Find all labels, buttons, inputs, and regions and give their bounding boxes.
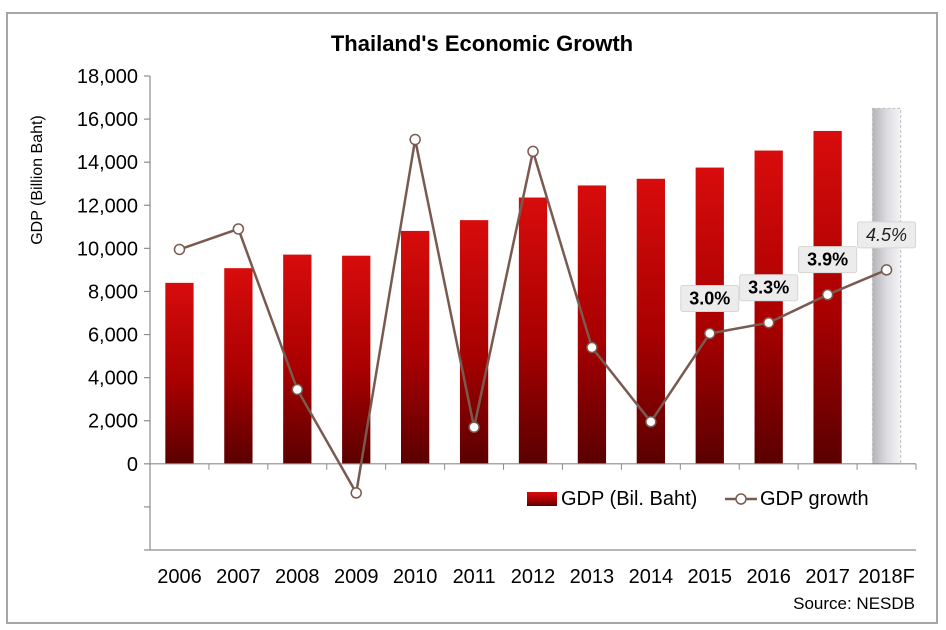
data-label-box-2016 bbox=[739, 274, 799, 302]
growth-point-2007 bbox=[232, 223, 245, 235]
x-tick-label-2007: 2007 bbox=[216, 566, 261, 588]
y-tick-label: 10,000 bbox=[77, 238, 138, 260]
x-tick-label-2015: 2015 bbox=[688, 566, 733, 588]
bar-forecast-2018F bbox=[871, 107, 902, 465]
x-tick-label-2010: 2010 bbox=[393, 566, 438, 588]
chart-title: Thailand's Economic Growth bbox=[331, 31, 633, 56]
chart-svg: Thailand's Economic Growth GDP (Billion … bbox=[29, 31, 917, 613]
x-tick-label-2017: 2017 bbox=[805, 566, 850, 588]
growth-point-2012 bbox=[527, 145, 539, 158]
y-tick-label: 8,000 bbox=[88, 281, 138, 303]
legend-label-gdp: GDP (Bil. Baht) bbox=[561, 488, 697, 510]
bar-gdp-2015 bbox=[695, 167, 724, 464]
y-axis-label: GDP (Billion Baht) bbox=[29, 115, 46, 245]
x-tick-label-2012: 2012 bbox=[511, 566, 556, 588]
y-tick-label: 2,000 bbox=[88, 411, 138, 433]
chart-frame: Thailand's Economic Growth GDP (Billion … bbox=[6, 12, 938, 624]
y-tick-label: 16,000 bbox=[77, 109, 138, 131]
data-label-2017: 3.9% bbox=[807, 250, 848, 270]
growth-point-2013 bbox=[586, 341, 598, 354]
data-label-2015: 3.0% bbox=[689, 288, 730, 308]
growth-point-2017 bbox=[821, 288, 834, 301]
data-label-box-2017 bbox=[798, 246, 858, 274]
x-tick-label-2018F: 2018F bbox=[858, 566, 915, 588]
bar-gdp-2008 bbox=[283, 254, 312, 464]
growth-point-2015 bbox=[704, 327, 716, 340]
bar-gdp-2010 bbox=[401, 230, 430, 464]
x-tick-label-2014: 2014 bbox=[629, 566, 674, 588]
bar-gdp-2007 bbox=[224, 268, 253, 464]
bar-gdp-2016 bbox=[754, 150, 783, 464]
growth-point-2006 bbox=[173, 243, 186, 256]
bar-gdp-2013 bbox=[577, 185, 607, 464]
bar-gdp-2006 bbox=[165, 282, 194, 464]
x-tick-label-2016: 2016 bbox=[746, 566, 791, 588]
data-label-2018F: 4.5% bbox=[866, 225, 907, 245]
data-label-box-2018F bbox=[857, 221, 917, 249]
x-tick-label-2013: 2013 bbox=[570, 566, 615, 588]
y-tick-label: 0 bbox=[127, 454, 138, 476]
source-note: Source: NESDB bbox=[793, 594, 915, 613]
legend-marker-icon bbox=[735, 493, 747, 505]
growth-point-2011 bbox=[468, 421, 480, 433]
x-tick-label-2009: 2009 bbox=[334, 566, 379, 588]
growth-point-2010 bbox=[409, 133, 421, 146]
growth-point-2014 bbox=[645, 416, 657, 428]
y-tick-label: 12,000 bbox=[77, 195, 138, 217]
x-tick-label-2008: 2008 bbox=[275, 566, 320, 588]
y-tick-label: 4,000 bbox=[88, 368, 138, 390]
x-tick-label-2006: 2006 bbox=[157, 566, 202, 588]
y-tick-label: 6,000 bbox=[88, 325, 138, 347]
y-tick-label: 14,000 bbox=[77, 152, 138, 174]
growth-point-2009 bbox=[350, 487, 362, 499]
legend-label-growth: GDP growth bbox=[760, 488, 869, 510]
legend-bar-swatch bbox=[527, 492, 557, 506]
growth-point-2008 bbox=[291, 383, 304, 396]
bar-gdp-2012 bbox=[518, 197, 548, 464]
legend: GDP (Bil. Baht) GDP growth bbox=[527, 488, 869, 510]
growth-point-2018F bbox=[880, 264, 893, 276]
x-tick-label-2011: 2011 bbox=[453, 566, 496, 588]
y-tick-label: 18,000 bbox=[77, 66, 138, 88]
data-label-2016: 3.3% bbox=[748, 278, 789, 298]
growth-point-2016 bbox=[762, 316, 775, 329]
data-label-box-2015 bbox=[680, 284, 740, 312]
